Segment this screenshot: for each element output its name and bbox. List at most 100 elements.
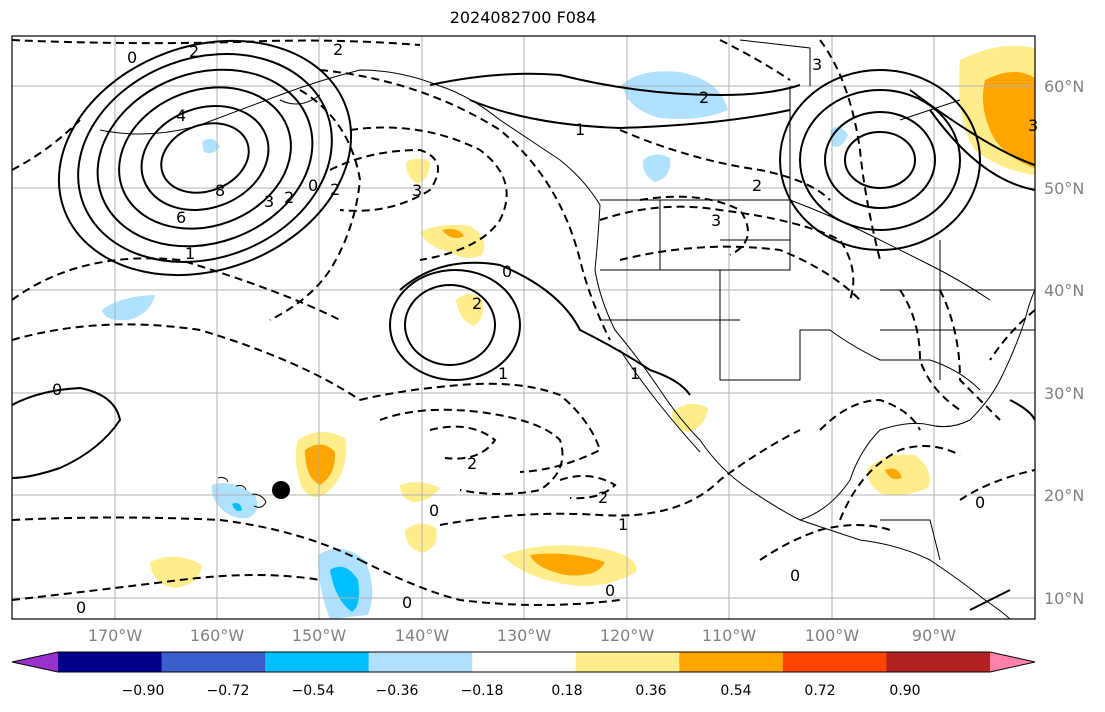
shade-blue-west	[102, 295, 155, 321]
shade-orange-mid	[442, 228, 464, 238]
contour-label: 0	[429, 501, 440, 520]
graticule	[12, 36, 1035, 619]
colorbar-label: 0.90	[889, 683, 921, 699]
lat-label-30n: 30°N	[1044, 384, 1085, 403]
colorbar-bin	[265, 652, 370, 672]
contour-label: 1	[618, 515, 629, 534]
shade-blue-hawaii-core	[232, 502, 242, 512]
contour-label: 1	[630, 364, 641, 383]
map-title: 2024082700 F084	[449, 8, 597, 27]
shade-orange-hi	[305, 444, 336, 485]
lon-label-160w: 160°W	[189, 626, 245, 645]
lon-label-120w: 120°W	[599, 626, 655, 645]
colorbar-label: −0.90	[121, 683, 165, 699]
map-plot-area	[12, 36, 1035, 619]
colorbar-bin	[679, 652, 784, 672]
colorbar-bin	[782, 652, 887, 672]
contour-label: 0	[975, 493, 986, 512]
contour-label: 2	[472, 294, 483, 313]
colorbar-bin	[161, 652, 266, 672]
contour-label: 2	[467, 454, 478, 473]
lon-label-90w: 90°W	[911, 626, 957, 645]
colorbar-label: 0.54	[720, 683, 752, 699]
contour-label: 0	[502, 262, 513, 281]
colorbar-label: 0.72	[804, 683, 836, 699]
contour-label: 2	[189, 42, 200, 61]
colorbar-label: −0.54	[291, 683, 335, 699]
contour-label: 3	[1028, 116, 1039, 135]
colorbar-label: 0.18	[551, 683, 583, 699]
contour-label: 2	[284, 188, 295, 207]
contour-label: 2	[333, 40, 344, 59]
contour-label: 0	[308, 176, 319, 195]
colorbar-bin	[472, 652, 577, 672]
contour-label: 3	[711, 211, 722, 230]
contour-label: 0	[402, 593, 413, 612]
contour-label: 0	[790, 566, 801, 585]
colorbar-label: −0.36	[375, 683, 419, 699]
shade-yellow-mexw	[672, 403, 708, 432]
contour-label: 1	[185, 244, 196, 263]
shade-blue-alaska	[202, 138, 220, 154]
hawaii-islands	[217, 477, 267, 508]
coastlines	[99, 39, 1035, 619]
contour-label: 0	[76, 598, 87, 617]
shade-blue-hawaii	[211, 482, 258, 519]
lon-label-130w: 130°W	[496, 626, 552, 645]
contour-label: 0	[52, 380, 63, 399]
shade-orange-gulf	[885, 468, 902, 479]
lon-label-110w: 110°W	[701, 626, 757, 645]
shade-yellow-center	[456, 294, 483, 326]
shade-orange-east	[982, 71, 1035, 168]
colorbar-bin	[575, 652, 680, 672]
contour-label: 1	[498, 364, 509, 383]
lon-label-150w: 150°W	[291, 626, 347, 645]
shade-yellow-s1	[400, 482, 440, 502]
contour-label: 3	[812, 55, 823, 74]
contour-label: 3	[412, 181, 423, 200]
lat-label-60n: 60°N	[1044, 77, 1085, 96]
shade-blue-bc	[642, 154, 671, 182]
lon-label-140w: 140°W	[394, 626, 450, 645]
shade-orange-epac	[530, 553, 605, 576]
lat-label-40n: 40°N	[1044, 281, 1085, 300]
shade-yellow-mid	[420, 224, 485, 258]
colorbar-outline	[11, 651, 1036, 673]
shade-blue-north	[622, 71, 728, 119]
shade-blue-south-core	[330, 566, 360, 612]
map-frame	[11, 35, 1036, 620]
contour-label: 2	[598, 488, 609, 507]
colorbar-label: 0.36	[635, 683, 667, 699]
contour-label: 2	[752, 176, 763, 195]
solid-contours	[12, 39, 1035, 611]
colorbar-bin	[886, 652, 991, 672]
contour-label: 3	[264, 192, 275, 211]
contour-label: 1	[575, 120, 586, 139]
lon-label-170w: 170°W	[87, 626, 143, 645]
contour-label: 0	[605, 581, 616, 600]
contour-label: 4	[176, 106, 187, 125]
shade-yellow-gulfak	[406, 158, 430, 184]
colorbar-bin	[58, 652, 163, 672]
shaded-anomalies	[102, 45, 1035, 619]
colorbar	[11, 651, 1036, 673]
contour-label: 2	[330, 180, 341, 199]
lat-label-50n: 50°N	[1044, 179, 1085, 198]
contour-label: 6	[176, 208, 187, 227]
hawaii-point-marker	[272, 481, 290, 499]
shade-yellow-s2	[405, 523, 437, 553]
colorbar-label: −0.72	[206, 683, 250, 699]
colorbar-bin	[368, 652, 473, 672]
contour-label: 0	[127, 48, 138, 67]
lat-label-20n: 20°N	[1044, 486, 1085, 505]
shade-yellow-sw	[150, 556, 202, 588]
lat-label-10n: 10°N	[1044, 589, 1085, 608]
colorbar-label: −0.18	[460, 683, 504, 699]
lon-label-100w: 100°W	[804, 626, 860, 645]
colorbar-extend-low	[12, 652, 58, 672]
dashed-contours	[12, 39, 1035, 606]
contour-label: 2	[699, 88, 710, 107]
contour-label: 8	[215, 181, 226, 200]
colorbar-extend-high	[990, 652, 1035, 672]
